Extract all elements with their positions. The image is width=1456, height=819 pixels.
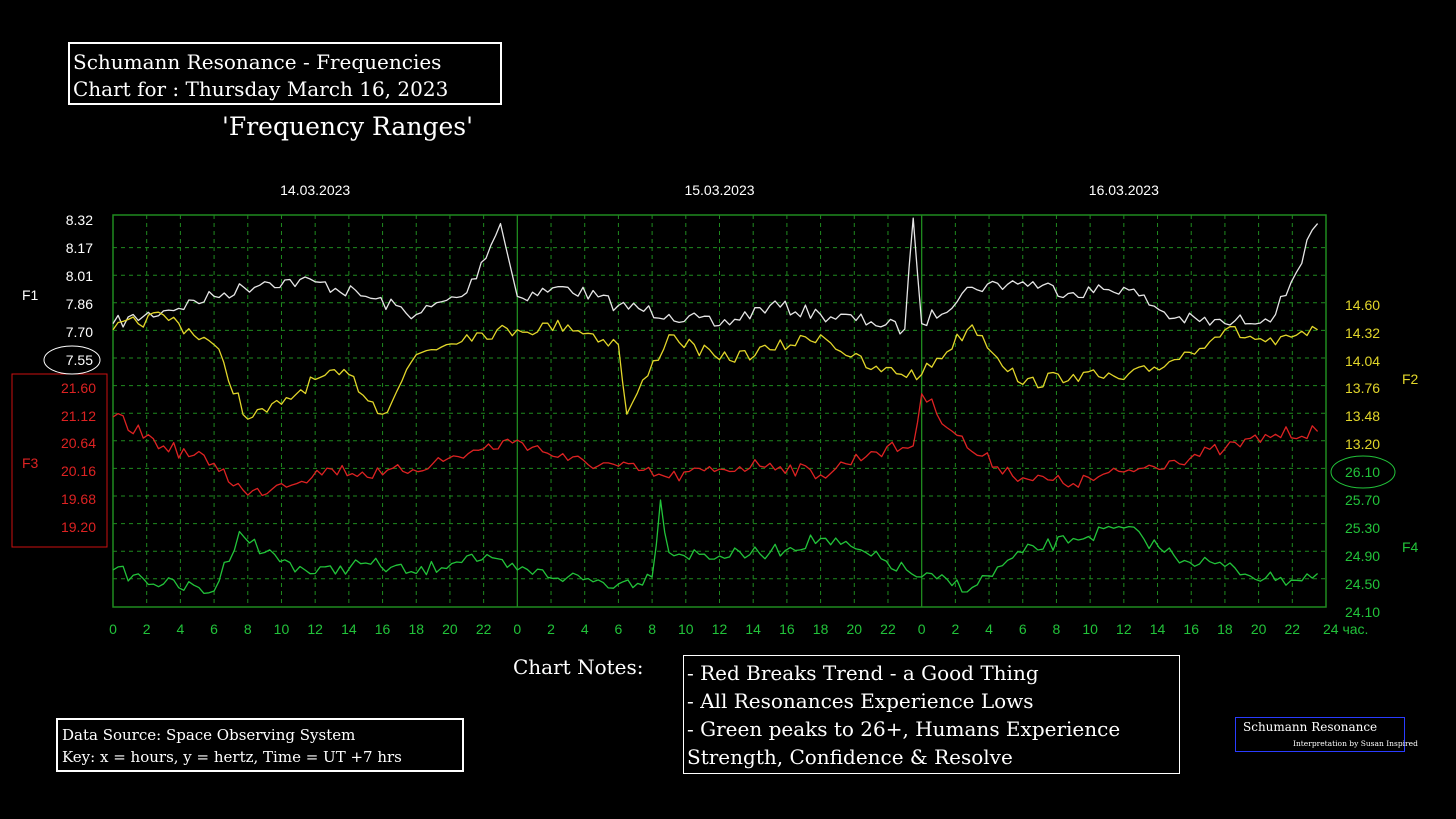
x-tick-label: 2 bbox=[951, 621, 959, 637]
x-tick-label: 18 bbox=[408, 621, 424, 637]
f3-tick-label: 20.64 bbox=[61, 435, 96, 451]
chart-subtitle: 'Frequency Ranges' bbox=[222, 112, 473, 141]
x-tick-label: 12 bbox=[1116, 621, 1132, 637]
date-label: 15.03.2023 bbox=[684, 182, 754, 198]
x-tick-label: 12 bbox=[307, 621, 323, 637]
x-tick-label: 20 bbox=[442, 621, 458, 637]
highlight-ellipse-f1 bbox=[43, 345, 101, 375]
x-tick-label: 14 bbox=[745, 621, 761, 637]
f4-tick-label: 26.10 bbox=[1345, 464, 1380, 480]
x-tick-label: 6 bbox=[1019, 621, 1027, 637]
x-tick-label: 10 bbox=[678, 621, 694, 637]
f1-tick-label: 7.86 bbox=[66, 296, 93, 312]
data-source-box: Data Source: Space Observing System Key:… bbox=[56, 718, 464, 772]
x-tick-label: 10 bbox=[274, 621, 290, 637]
f4-axis-label: F4 bbox=[1402, 539, 1419, 555]
f4-tick-label: 24.50 bbox=[1345, 576, 1380, 592]
x-tick-label: 22 bbox=[1285, 621, 1301, 637]
data-source-line: Data Source: Space Observing System bbox=[62, 726, 356, 744]
brand-box: Schumann Resonance Interpretation by Sus… bbox=[1235, 717, 1418, 752]
x-tick-label: 20 bbox=[846, 621, 862, 637]
f1-tick-label: 7.70 bbox=[66, 324, 93, 340]
f1-axis-label: F1 bbox=[22, 287, 39, 303]
note-line-3: - Green peaks to 26+, Humans Experience bbox=[687, 717, 1121, 741]
f1-tick-label: 8.01 bbox=[66, 268, 93, 284]
f2-tick-label: 13.48 bbox=[1345, 408, 1380, 424]
x-tick-label: 22 bbox=[880, 621, 896, 637]
x-tick-label: 4 bbox=[985, 621, 993, 637]
chart-notes-label: Chart Notes: bbox=[513, 655, 644, 679]
f2-tick-label: 13.20 bbox=[1345, 436, 1380, 452]
f1-tick-label: 8.17 bbox=[66, 240, 93, 256]
f2-axis-label: F2 bbox=[1402, 371, 1419, 387]
note-line-2: - All Resonances Experience Lows bbox=[687, 689, 1034, 713]
note-line-4: Strength, Confidence & Resolve bbox=[687, 745, 1013, 769]
x-tick-label: 6 bbox=[210, 621, 218, 637]
f4-tick-label: 25.70 bbox=[1345, 492, 1380, 508]
x-tick-label: 20 bbox=[1251, 621, 1267, 637]
f1-tick-label: 8.32 bbox=[66, 212, 93, 228]
series-line-f1 bbox=[112, 217, 1319, 335]
f3-scale-box bbox=[11, 373, 108, 548]
x-tick-label: 16 bbox=[779, 621, 795, 637]
title-box: Schumann Resonance - Frequencies Chart f… bbox=[68, 42, 502, 105]
series-line-f3 bbox=[112, 393, 1319, 497]
x-tick-label: 4 bbox=[176, 621, 184, 637]
x-tick-label: 24 час. bbox=[1323, 621, 1368, 637]
x-tick-label: 0 bbox=[109, 621, 117, 637]
x-tick-label: 6 bbox=[615, 621, 623, 637]
x-tick-label: 18 bbox=[813, 621, 829, 637]
series-line-f4 bbox=[112, 499, 1319, 595]
x-tick-label: 4 bbox=[581, 621, 589, 637]
f2-tick-label: 14.04 bbox=[1345, 353, 1380, 369]
brand-subtitle: Interpretation by Susan Inspired bbox=[1293, 739, 1418, 748]
x-tick-label: 18 bbox=[1217, 621, 1233, 637]
f3-tick-label: 19.68 bbox=[61, 491, 96, 507]
x-tick-label: 8 bbox=[244, 621, 252, 637]
highlight-ellipse-f4 bbox=[1330, 455, 1396, 489]
x-tick-label: 10 bbox=[1082, 621, 1098, 637]
f3-tick-label: 21.60 bbox=[61, 380, 96, 396]
key-line: Key: x = hours, y = hertz, Time = UT +7 … bbox=[62, 748, 402, 766]
date-label: 14.03.2023 bbox=[280, 182, 350, 198]
series-line-f2 bbox=[112, 311, 1318, 420]
f2-tick-label: 14.60 bbox=[1345, 297, 1380, 313]
x-tick-label: 0 bbox=[918, 621, 926, 637]
f3-axis-label: F3 bbox=[22, 455, 39, 471]
f3-tick-label: 21.12 bbox=[61, 408, 96, 424]
x-tick-label: 14 bbox=[341, 621, 357, 637]
chart-title-line1: Schumann Resonance - Frequencies bbox=[73, 50, 442, 74]
x-tick-label: 22 bbox=[476, 621, 492, 637]
x-tick-label: 0 bbox=[513, 621, 521, 637]
f2-tick-label: 14.32 bbox=[1345, 325, 1380, 341]
f4-tick-label: 24.10 bbox=[1345, 604, 1380, 620]
x-tick-label: 8 bbox=[1053, 621, 1061, 637]
note-line-1: - Red Breaks Trend - a Good Thing bbox=[687, 661, 1039, 685]
x-tick-label: 14 bbox=[1150, 621, 1166, 637]
x-tick-label: 12 bbox=[712, 621, 728, 637]
f3-tick-label: 20.16 bbox=[61, 463, 96, 479]
f4-tick-label: 25.30 bbox=[1345, 520, 1380, 536]
f4-tick-label: 24.90 bbox=[1345, 548, 1380, 564]
chart-title-line2: Chart for : Thursday March 16, 2023 bbox=[73, 77, 449, 101]
chart-notes-box: - Red Breaks Trend - a Good Thing - All … bbox=[683, 655, 1180, 774]
x-tick-label: 16 bbox=[375, 621, 391, 637]
f2-tick-label: 13.76 bbox=[1345, 380, 1380, 396]
x-tick-label: 8 bbox=[648, 621, 656, 637]
date-label: 16.03.2023 bbox=[1089, 182, 1159, 198]
x-tick-label: 2 bbox=[547, 621, 555, 637]
f1-tick-label: 7.55 bbox=[66, 352, 93, 368]
x-tick-label: 2 bbox=[143, 621, 151, 637]
brand-name: Schumann Resonance bbox=[1243, 720, 1378, 734]
x-tick-label: 16 bbox=[1183, 621, 1199, 637]
f3-tick-label: 19.20 bbox=[61, 519, 96, 535]
